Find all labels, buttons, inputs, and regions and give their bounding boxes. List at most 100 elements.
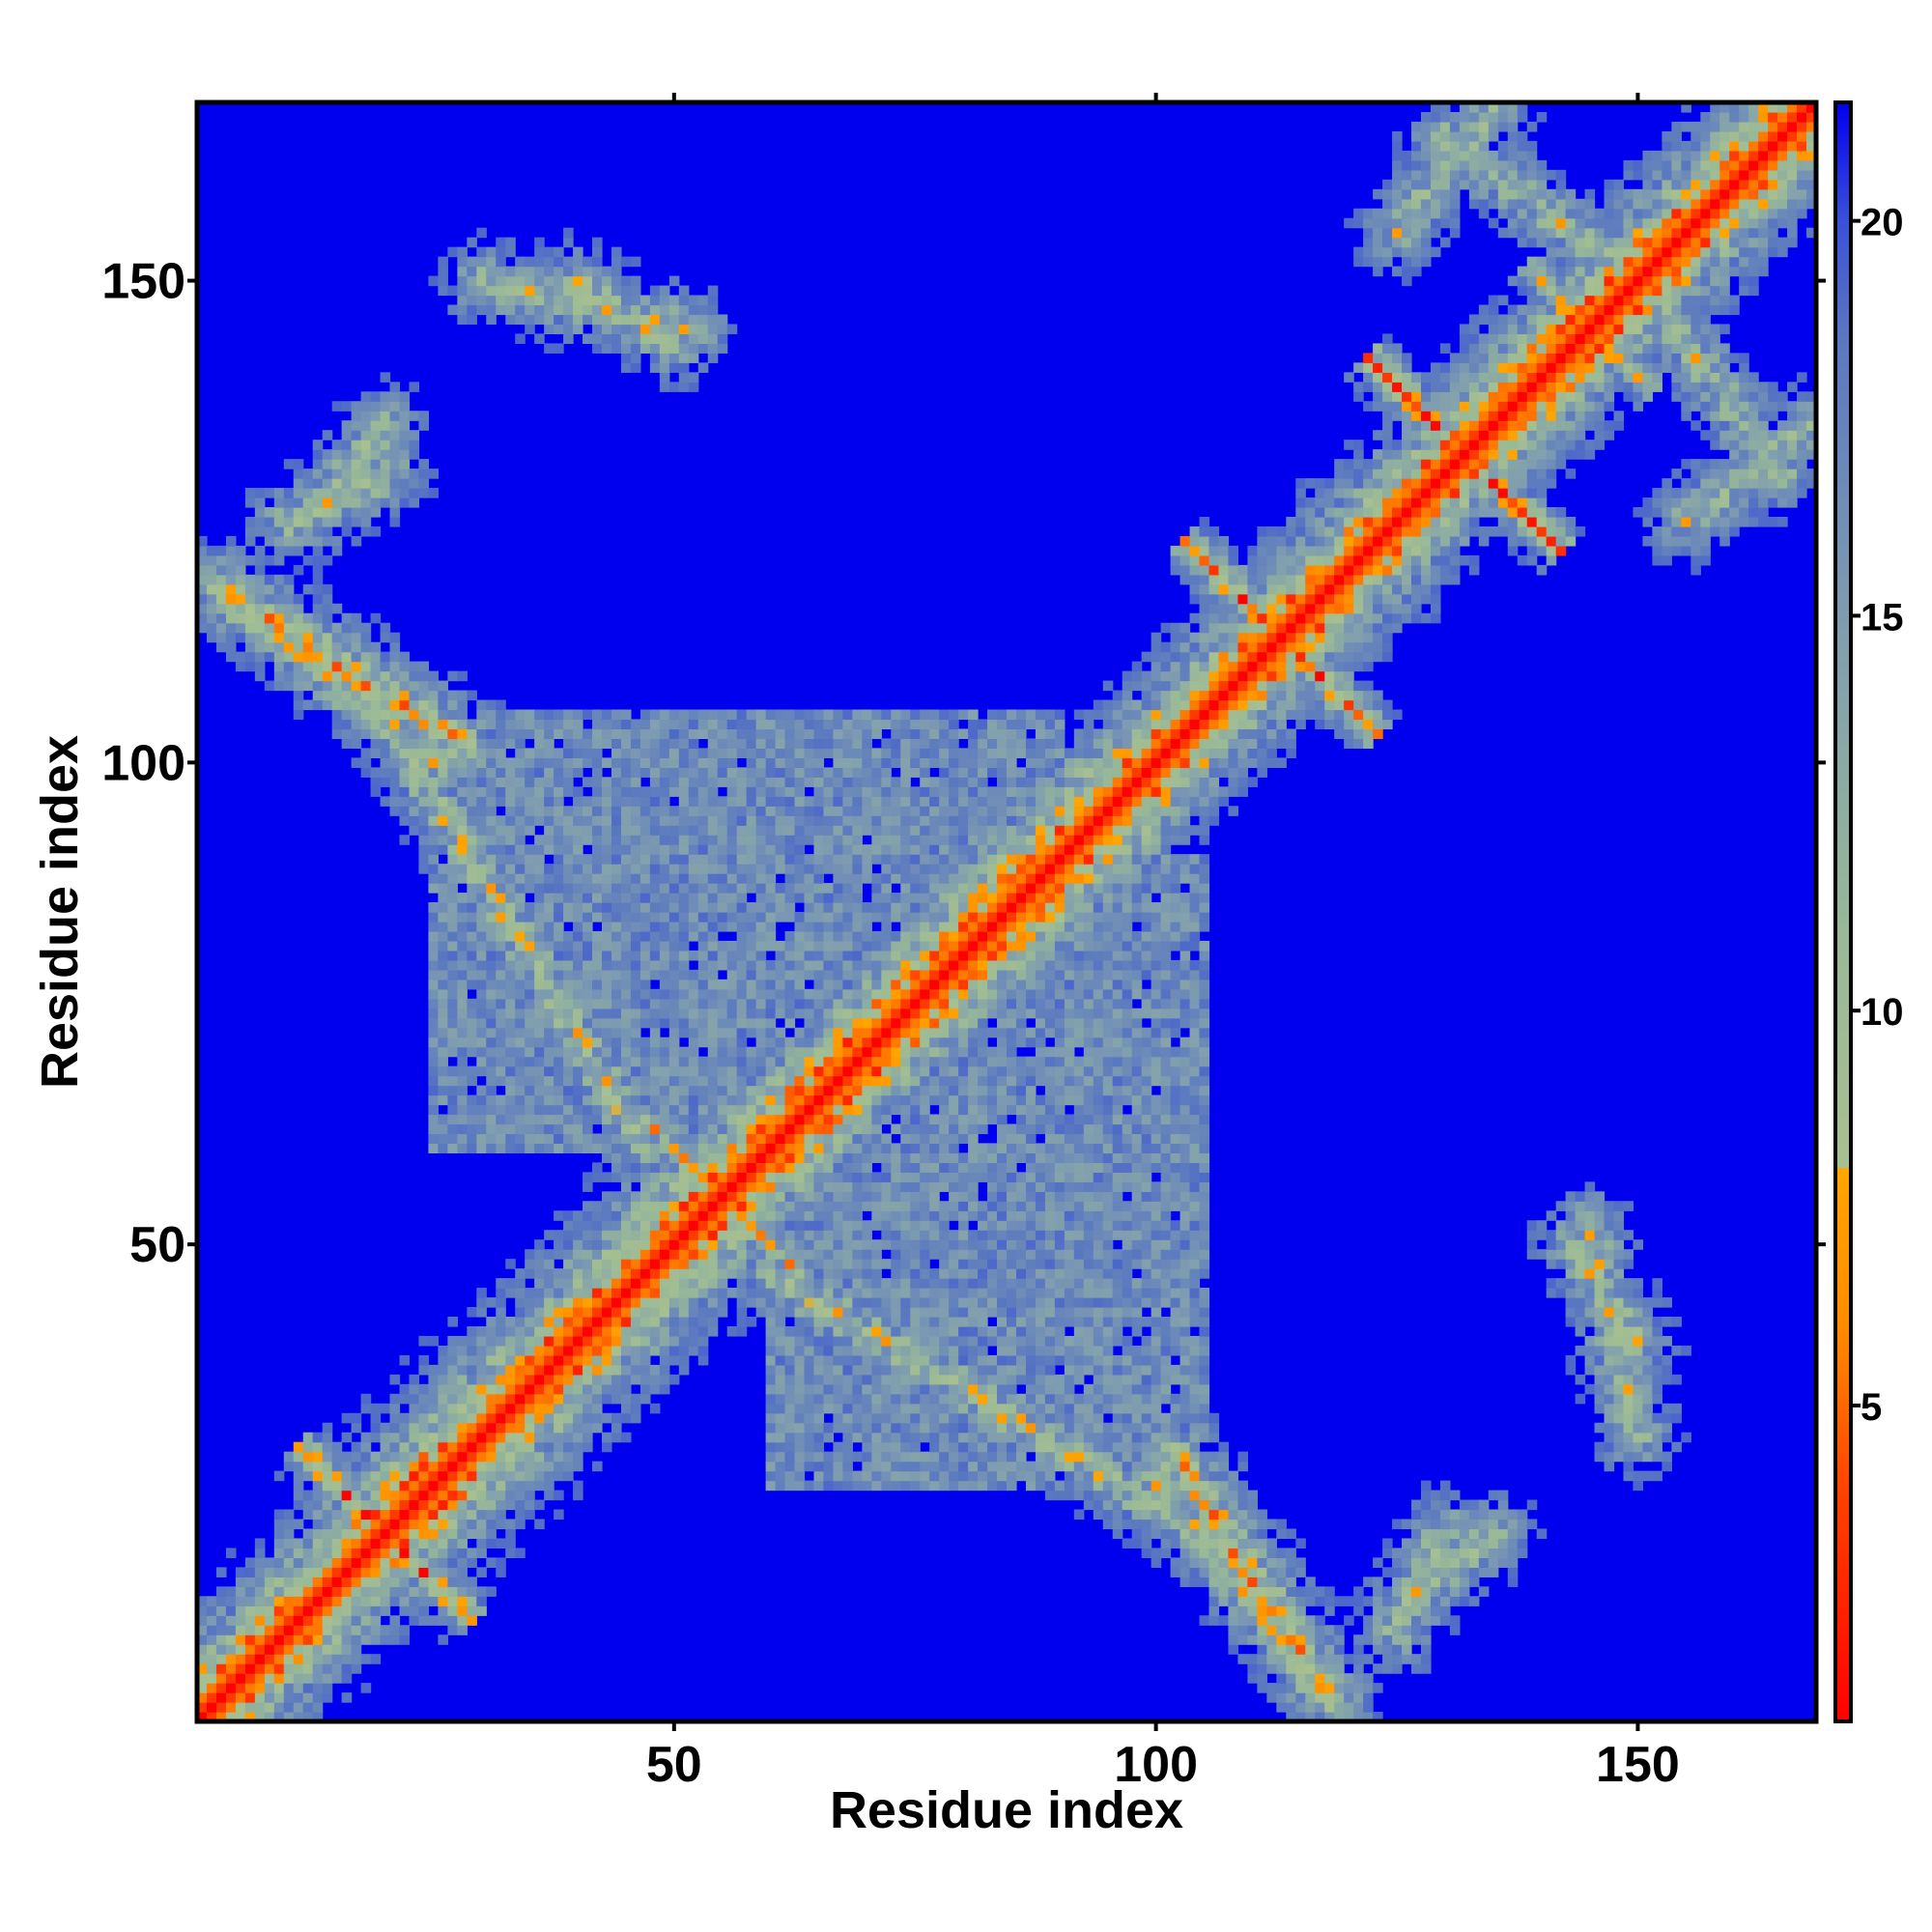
heatmap-cell	[322, 507, 333, 518]
heatmap-cell	[476, 979, 487, 990]
heatmap-cell	[649, 1056, 661, 1067]
heatmap-cell	[264, 1596, 275, 1606]
heatmap-cell	[1151, 1278, 1162, 1289]
heatmap-cell	[293, 497, 304, 508]
heatmap-cell	[389, 440, 401, 450]
heatmap-cell	[891, 1451, 901, 1463]
heatmap-cell	[1189, 1548, 1201, 1559]
heatmap-cell	[525, 1065, 535, 1077]
heatmap-cell	[573, 1278, 583, 1289]
heatmap-cell	[322, 488, 333, 498]
heatmap-cell	[505, 873, 516, 884]
heatmap-cell	[264, 651, 275, 663]
heatmap-cell	[322, 1692, 333, 1703]
heatmap-cell	[1093, 1403, 1104, 1414]
heatmap-cell	[331, 651, 343, 663]
heatmap-cell	[1073, 1374, 1085, 1385]
heatmap-cell	[331, 488, 343, 498]
heatmap-cell	[312, 1712, 324, 1721]
heatmap-cell	[688, 1345, 699, 1356]
heatmap-cell	[447, 873, 458, 884]
heatmap-cell	[1218, 1451, 1230, 1463]
heatmap-cell	[447, 1017, 458, 1029]
heatmap-cell	[563, 1393, 574, 1405]
heatmap-cell	[1025, 1345, 1037, 1356]
heatmap-cell	[399, 680, 411, 692]
heatmap-cell	[370, 1499, 382, 1511]
heatmap-cell	[273, 632, 285, 643]
heatmap-cell	[620, 835, 632, 845]
heatmap-cell	[505, 893, 516, 903]
heatmap-cell	[563, 1259, 574, 1269]
heatmap-cell	[409, 1557, 420, 1568]
heatmap-cell	[794, 1288, 806, 1298]
heatmap-cell	[920, 1451, 930, 1463]
heatmap-cell	[997, 1307, 1008, 1318]
heatmap-cell	[1102, 1317, 1114, 1327]
heatmap-cell	[554, 1335, 564, 1347]
heatmap-cell	[639, 825, 651, 836]
heatmap-cell	[467, 1364, 477, 1376]
heatmap-cell	[476, 806, 487, 816]
heatmap-cell	[496, 1354, 506, 1366]
heatmap-cell	[563, 1056, 574, 1067]
heatmap-cell	[910, 1297, 921, 1308]
heatmap-cell	[1604, 1441, 1615, 1453]
heatmap-cell	[235, 1673, 246, 1684]
heatmap-cell	[544, 256, 554, 268]
heatmap-cell	[467, 266, 477, 277]
heatmap-cell	[1035, 1432, 1046, 1443]
heatmap-cell	[639, 902, 651, 913]
heatmap-cell	[447, 1046, 458, 1058]
heatmap-cell	[1575, 1288, 1586, 1298]
heatmap-cell	[496, 1461, 506, 1472]
heatmap-cell	[1671, 1345, 1682, 1356]
heatmap-cell	[1353, 1702, 1364, 1713]
heatmap-cell	[1584, 1364, 1596, 1376]
heatmap-cell	[775, 1441, 786, 1453]
heatmap-cell	[1064, 1345, 1075, 1356]
heatmap-cell	[1247, 1538, 1258, 1549]
heatmap-cell	[322, 1577, 333, 1587]
heatmap-cell	[602, 998, 612, 1009]
heatmap-cell	[1237, 1654, 1249, 1664]
heatmap-cell	[1199, 1374, 1210, 1385]
heatmap-cell	[486, 777, 497, 787]
heatmap-cell	[1662, 1297, 1672, 1308]
heatmap-cell	[370, 420, 382, 431]
heatmap-cell	[283, 1683, 295, 1693]
heatmap-cell	[649, 912, 661, 923]
heatmap-cell	[823, 1259, 835, 1269]
heatmap-cell	[592, 343, 603, 354]
heatmap-cell	[910, 1354, 921, 1366]
heatmap-cell	[399, 478, 411, 489]
heatmap-cell	[1613, 1259, 1625, 1269]
heatmap-cell	[534, 304, 545, 316]
heatmap-cell	[1594, 1297, 1605, 1308]
heatmap-cell	[197, 583, 208, 595]
heatmap-cell	[496, 304, 506, 316]
heatmap-cell	[1517, 1509, 1528, 1520]
heatmap-cell	[197, 574, 208, 585]
heatmap-cell	[1334, 1596, 1345, 1606]
heatmap-cell	[331, 1586, 343, 1597]
heatmap-cell	[409, 1567, 420, 1577]
heatmap-cell	[582, 333, 593, 345]
heatmap-cell	[428, 777, 440, 787]
heatmap-cell	[1199, 1354, 1210, 1366]
heatmap-cell	[746, 1249, 757, 1260]
heatmap-cell	[678, 1345, 690, 1356]
heatmap-cell	[582, 959, 593, 971]
heatmap-cell	[476, 1383, 487, 1395]
heatmap-cell	[312, 526, 324, 537]
heatmap-cell	[486, 835, 497, 845]
heatmap-cell	[544, 1268, 554, 1279]
heatmap-cell	[525, 1288, 535, 1298]
heatmap-cell	[486, 844, 497, 855]
heatmap-cell	[784, 1307, 796, 1318]
heatmap-cell	[418, 690, 430, 701]
heatmap-cell	[264, 1673, 275, 1684]
heatmap-cell	[496, 699, 506, 711]
heatmap-cell	[775, 1259, 786, 1269]
heatmap-cell	[215, 1615, 227, 1626]
